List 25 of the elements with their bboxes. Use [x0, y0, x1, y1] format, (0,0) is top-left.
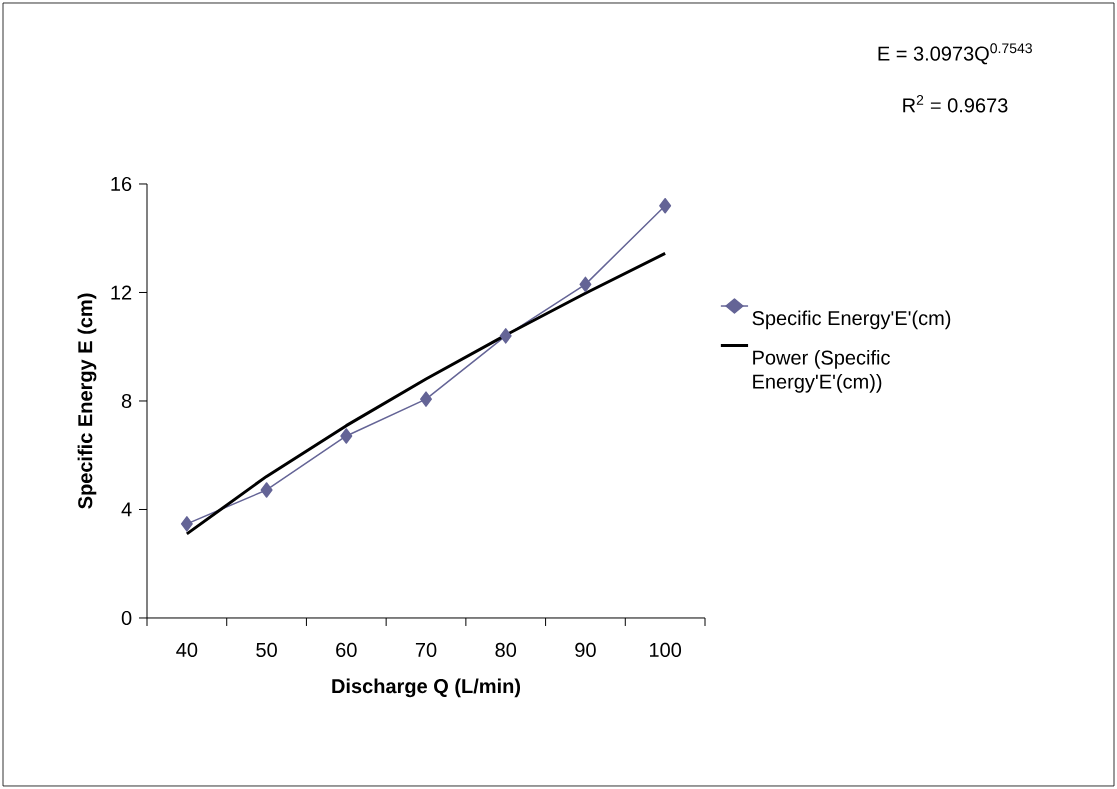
y-tick-label: 12 [111, 285, 132, 300]
x-axis-title: Discharge Q (L/min) [332, 678, 521, 698]
x-tick-label: 90 [575, 642, 596, 658]
x-tick-label: 70 [415, 642, 437, 658]
point [340, 428, 353, 444]
point [499, 328, 512, 344]
text: R$^{2}$ = 0.9673 [903, 94, 1008, 113]
y-tick-label: 4 [121, 502, 132, 517]
point [260, 482, 273, 498]
text: E = 3.0973Q$^{0.7543}$ [878, 43, 1032, 65]
y-axis-title: Specific Energy E (cm) [77, 293, 97, 509]
y-tick-label: 16 [111, 176, 132, 192]
point [420, 391, 433, 407]
x-tick-label: 60 [336, 642, 357, 658]
x-tick-label: 80 [495, 642, 517, 658]
point [180, 516, 193, 532]
x-tick-label: 50 [256, 642, 277, 658]
point [579, 276, 592, 293]
point [659, 197, 672, 214]
y-tick-label: 8 [121, 393, 132, 409]
legend-label: Power (Specific Energy'E'(cm)) [753, 349, 890, 393]
x-tick-label: 40 [176, 642, 198, 658]
legend-label: Specific Energy'E'(cm) [752, 310, 951, 330]
x-tick-label: 100 [650, 642, 682, 658]
y-tick-label: 0 [121, 610, 132, 626]
